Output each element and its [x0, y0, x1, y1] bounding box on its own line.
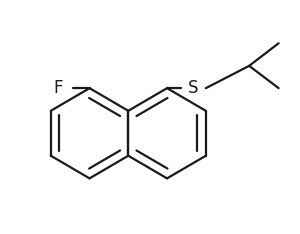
Text: S: S	[188, 79, 199, 97]
Text: F: F	[54, 79, 63, 97]
